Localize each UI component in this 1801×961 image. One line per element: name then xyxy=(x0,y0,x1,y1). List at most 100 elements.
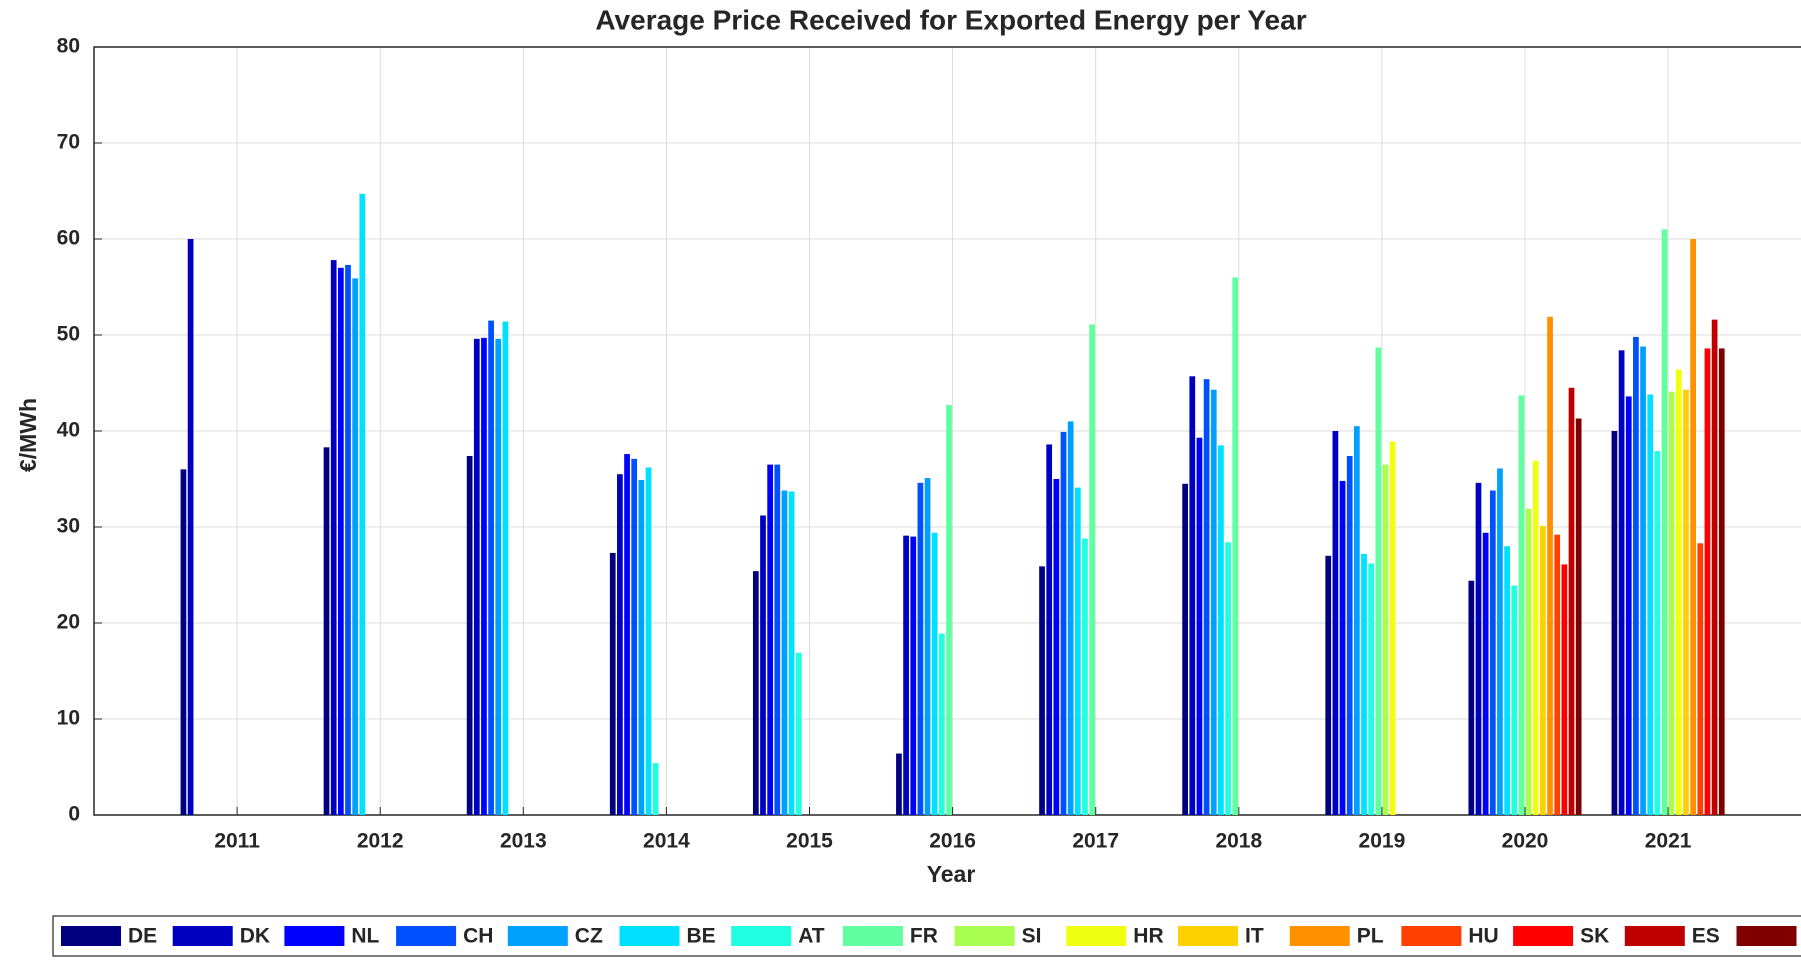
bar xyxy=(1489,490,1496,815)
bar xyxy=(760,515,766,815)
bar xyxy=(1475,482,1482,815)
legend-swatch xyxy=(1401,926,1462,946)
legend-swatch xyxy=(1624,926,1685,946)
bar xyxy=(1575,418,1582,815)
legend-swatch xyxy=(954,926,1015,946)
bar xyxy=(903,535,909,815)
legend-swatch xyxy=(1066,926,1127,946)
y-tick-label: 10 xyxy=(57,707,80,730)
x-tick-label: 2013 xyxy=(500,830,547,853)
chart-title: Average Price Received for Exported Ener… xyxy=(595,4,1306,35)
y-tick-label: 70 xyxy=(57,131,80,154)
bar xyxy=(1089,324,1095,815)
bar xyxy=(946,405,952,815)
y-axis-label: €/MWh xyxy=(15,398,41,472)
bar xyxy=(1633,336,1639,815)
bar xyxy=(609,552,616,815)
bar xyxy=(752,571,759,815)
bar xyxy=(1661,229,1668,815)
bar xyxy=(781,490,788,815)
bar xyxy=(1189,376,1196,815)
y-tick-label: 80 xyxy=(57,35,80,58)
x-tick-label: 2017 xyxy=(1072,830,1119,853)
bar xyxy=(1067,421,1074,815)
bar xyxy=(330,260,337,815)
bar xyxy=(1210,389,1217,815)
legend-swatch xyxy=(1736,926,1797,946)
bar xyxy=(617,474,623,815)
legend-label: HU xyxy=(1468,925,1498,948)
bar xyxy=(1332,431,1339,815)
bar xyxy=(774,464,781,815)
x-tick-label: 2015 xyxy=(786,830,833,853)
bar xyxy=(1718,348,1725,815)
bar xyxy=(1203,379,1210,815)
legend-swatch xyxy=(396,926,457,946)
x-tick-label: 2012 xyxy=(357,830,404,853)
bar xyxy=(795,652,802,815)
bar xyxy=(1611,431,1618,815)
bar xyxy=(1361,553,1367,815)
legend-label: BE xyxy=(687,925,716,948)
legend-label: ES xyxy=(1692,925,1720,948)
legend-label: NL xyxy=(351,925,379,948)
bar xyxy=(495,338,502,815)
legend-label: AT xyxy=(798,925,825,948)
x-axis-label: Year xyxy=(927,861,976,887)
bar xyxy=(1039,566,1045,815)
legend-label: DE xyxy=(128,925,157,948)
bar xyxy=(1497,468,1503,815)
bar xyxy=(1225,542,1231,815)
bar xyxy=(1697,543,1704,815)
bar xyxy=(1625,396,1632,815)
bar xyxy=(1554,534,1561,815)
legend-swatch xyxy=(1178,926,1238,946)
bar xyxy=(180,469,187,815)
bar xyxy=(1504,546,1510,815)
bar xyxy=(1182,483,1188,815)
legend-swatch xyxy=(61,926,121,946)
bar xyxy=(481,337,487,815)
bar xyxy=(1060,431,1067,815)
bar xyxy=(939,633,945,815)
y-tick-label: 20 xyxy=(57,611,80,634)
bar xyxy=(1368,563,1375,815)
plot-frame xyxy=(93,46,1801,816)
bar xyxy=(788,491,795,815)
bar xyxy=(1389,441,1396,815)
legend-swatch xyxy=(619,926,680,946)
bar xyxy=(1540,526,1546,815)
bar xyxy=(910,536,917,815)
bar xyxy=(1547,316,1553,815)
bar xyxy=(896,753,902,815)
bar xyxy=(652,763,659,815)
bar xyxy=(1053,479,1060,815)
bar xyxy=(352,278,359,815)
legend-label: SI xyxy=(1022,925,1042,948)
bar xyxy=(1353,426,1360,815)
bar xyxy=(1346,455,1353,815)
bar xyxy=(917,482,924,815)
legend-swatch xyxy=(284,926,345,946)
bar xyxy=(1683,389,1689,815)
bar xyxy=(931,532,938,815)
legend-label: SK xyxy=(1580,925,1609,948)
legend-swatch xyxy=(1289,926,1350,946)
bar xyxy=(924,478,931,815)
y-tick-label: 40 xyxy=(57,419,80,442)
bar xyxy=(337,267,344,815)
bar xyxy=(767,464,774,815)
bar xyxy=(359,193,366,815)
bar xyxy=(1339,480,1346,815)
legend-swatch xyxy=(507,926,568,946)
bar xyxy=(1618,350,1625,815)
legend-label: DK xyxy=(240,925,270,948)
legend-swatch xyxy=(1513,926,1574,946)
bar xyxy=(1082,538,1088,815)
bar xyxy=(1325,555,1332,815)
bar xyxy=(1568,387,1575,815)
bar xyxy=(473,338,480,815)
x-tick-label: 2011 xyxy=(214,830,260,853)
